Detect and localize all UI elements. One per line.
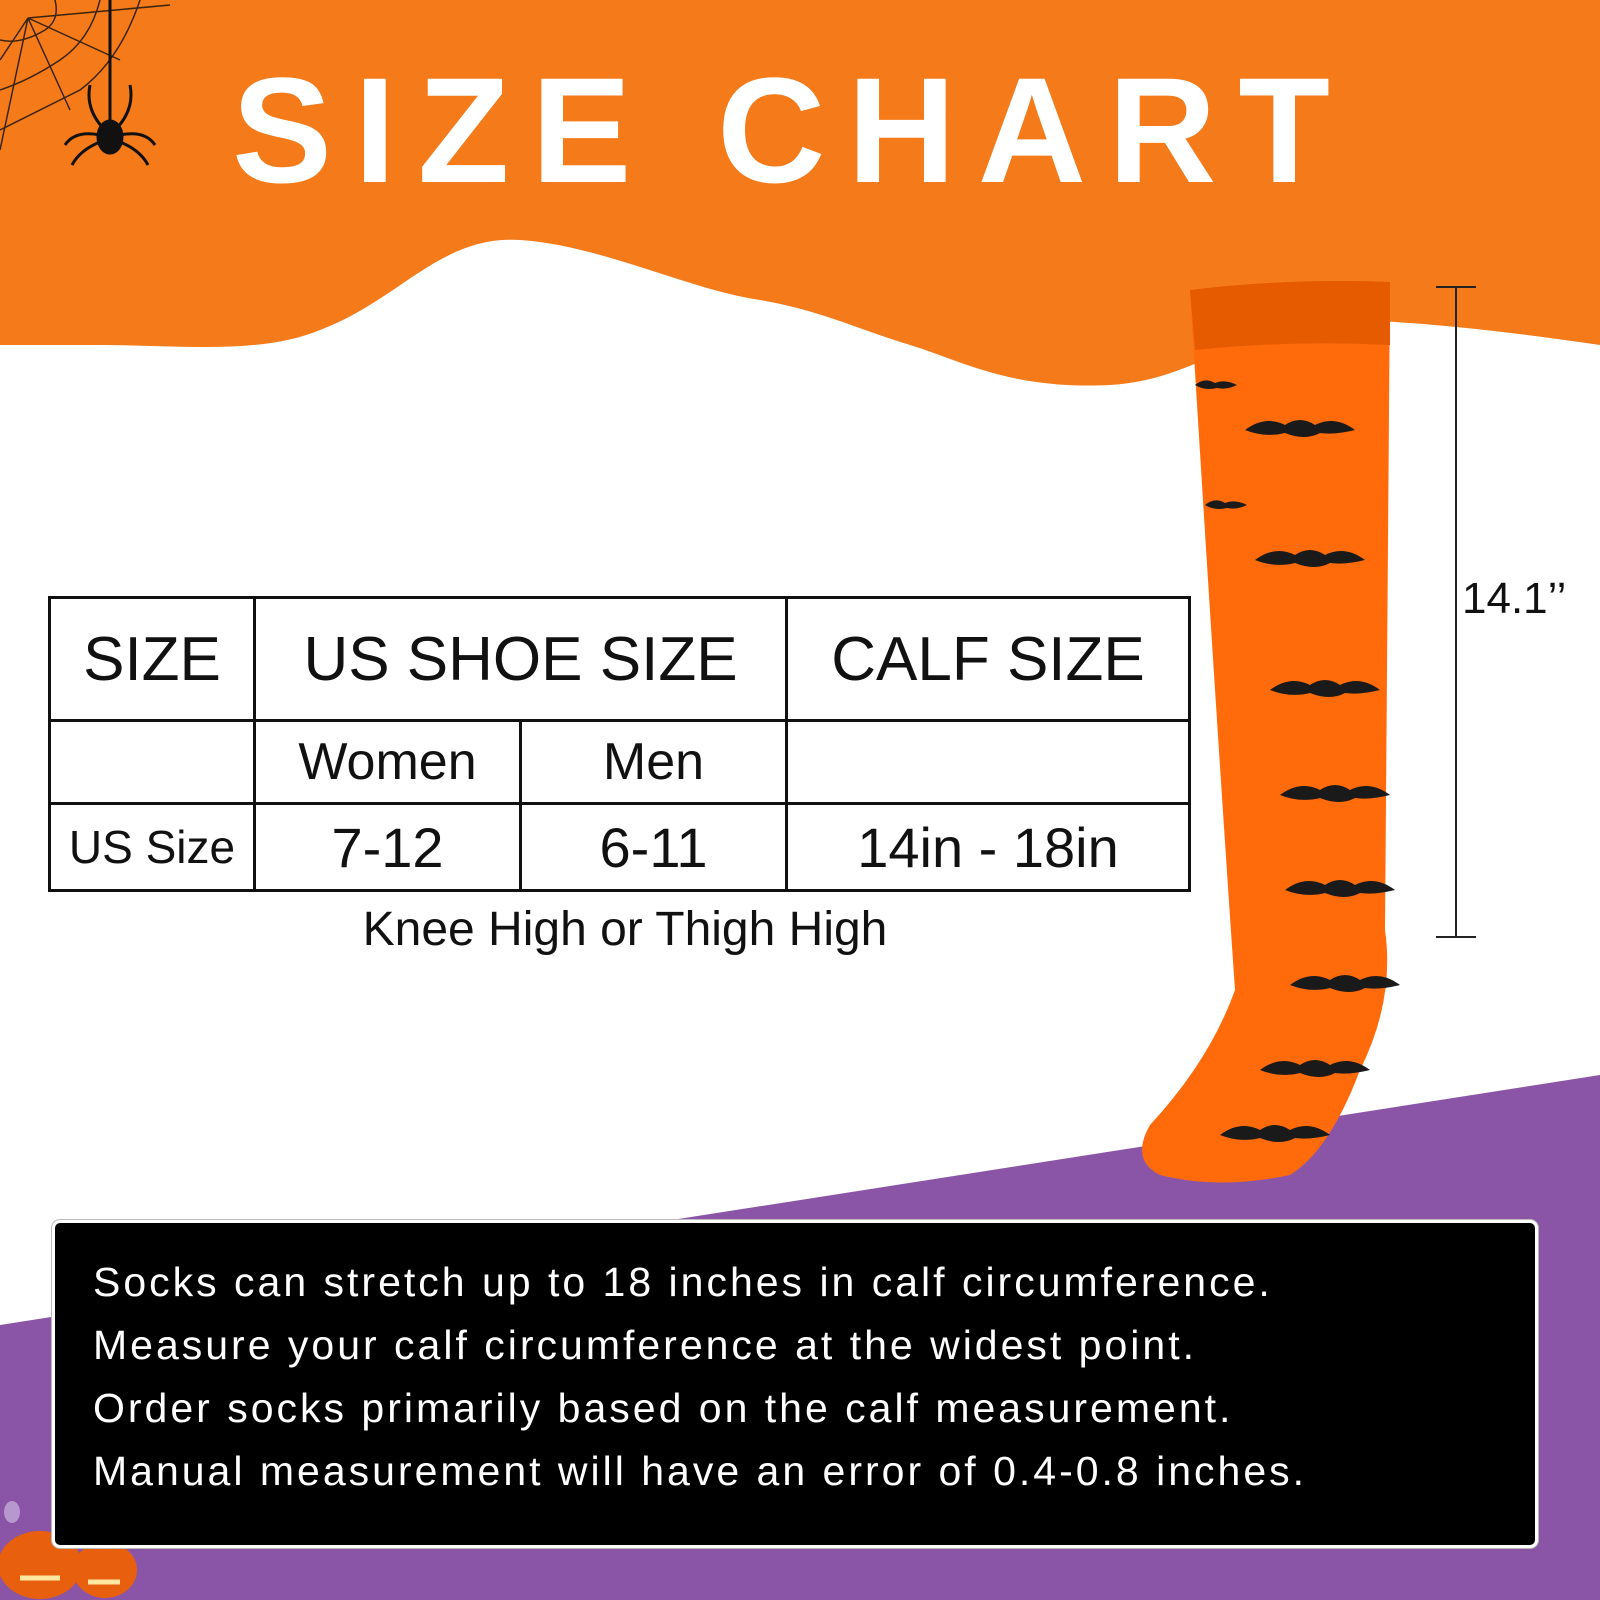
cell-women: 7-12	[253, 802, 522, 892]
subheader-empty	[48, 719, 256, 805]
spider-web-icon	[0, 0, 171, 151]
subheader-women: Women	[253, 719, 522, 805]
page-title: SIZE CHART	[232, 46, 1352, 214]
cell-men: 6-11	[519, 802, 788, 892]
header-size: SIZE	[48, 596, 256, 722]
size-table: SIZE US SHOE SIZE CALF SIZE Women Men US…	[48, 596, 1191, 892]
ghost-icon	[4, 1501, 20, 1523]
subheader-men: Men	[519, 719, 788, 805]
header-calf-size: CALF SIZE	[785, 596, 1191, 722]
table-row: US Size 7-12 6-11 14in - 18in	[48, 802, 1191, 892]
sock-type-note: Knee High or Thigh High	[362, 903, 888, 956]
sock-length-label: 14.1’’	[1462, 574, 1567, 623]
info-line: Manual measurement will have an error of…	[93, 1448, 1308, 1494]
info-line: Socks can stretch up to 18 inches in cal…	[93, 1259, 1273, 1305]
bat-icon	[1245, 420, 1355, 437]
info-panel: Socks can stretch up to 18 inches in cal…	[52, 1220, 1538, 1548]
sock-illustration	[1142, 281, 1400, 1183]
length-measure-line	[1436, 286, 1476, 938]
table-subheader-row: Women Men	[48, 719, 1191, 805]
cell-size: US Size	[48, 802, 256, 892]
header-us-shoe-size: US SHOE SIZE	[253, 596, 788, 722]
info-line: Order socks primarily based on the calf …	[93, 1385, 1234, 1431]
cell-calf: 14in - 18in	[785, 802, 1191, 892]
spider-icon	[63, 0, 157, 166]
info-line: Measure your calf circumference at the w…	[93, 1322, 1197, 1368]
subheader-empty	[785, 719, 1191, 805]
table-header-row: SIZE US SHOE SIZE CALF SIZE	[48, 596, 1191, 722]
